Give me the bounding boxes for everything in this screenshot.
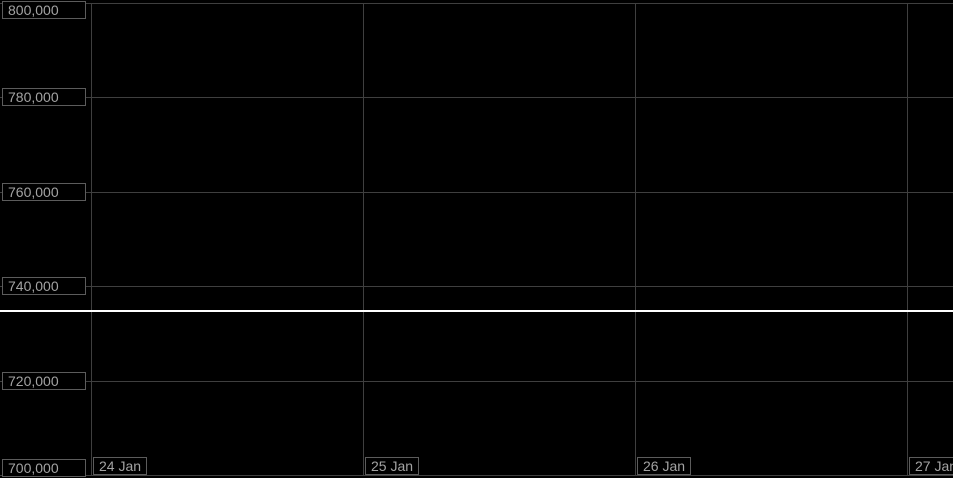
y-gridline <box>0 381 953 382</box>
y-gridline <box>0 475 953 476</box>
x-gridline <box>907 3 908 475</box>
y-gridline <box>0 286 953 287</box>
x-gridline <box>363 3 364 475</box>
y-axis-tick-label: 720,000 <box>2 372 86 390</box>
y-axis-tick-label: 780,000 <box>2 88 86 106</box>
x-axis-tick-label: 25 Jan <box>365 457 420 475</box>
y-axis-tick-label: 700,000 <box>2 459 86 477</box>
x-axis-tick-label: 27 Jan <box>909 457 953 475</box>
y-gridline <box>0 3 953 4</box>
x-gridline <box>635 3 636 475</box>
y-gridline <box>0 192 953 193</box>
x-axis-tick-label: 26 Jan <box>637 457 692 475</box>
current-price-line <box>0 310 953 312</box>
y-axis-tick-label: 760,000 <box>2 183 86 201</box>
y-gridline <box>0 97 953 98</box>
x-gridline <box>91 3 92 475</box>
x-axis-tick-label: 24 Jan <box>93 457 148 475</box>
y-axis-tick-label: 740,000 <box>2 277 86 295</box>
y-axis-tick-label: 800,000 <box>2 1 86 19</box>
